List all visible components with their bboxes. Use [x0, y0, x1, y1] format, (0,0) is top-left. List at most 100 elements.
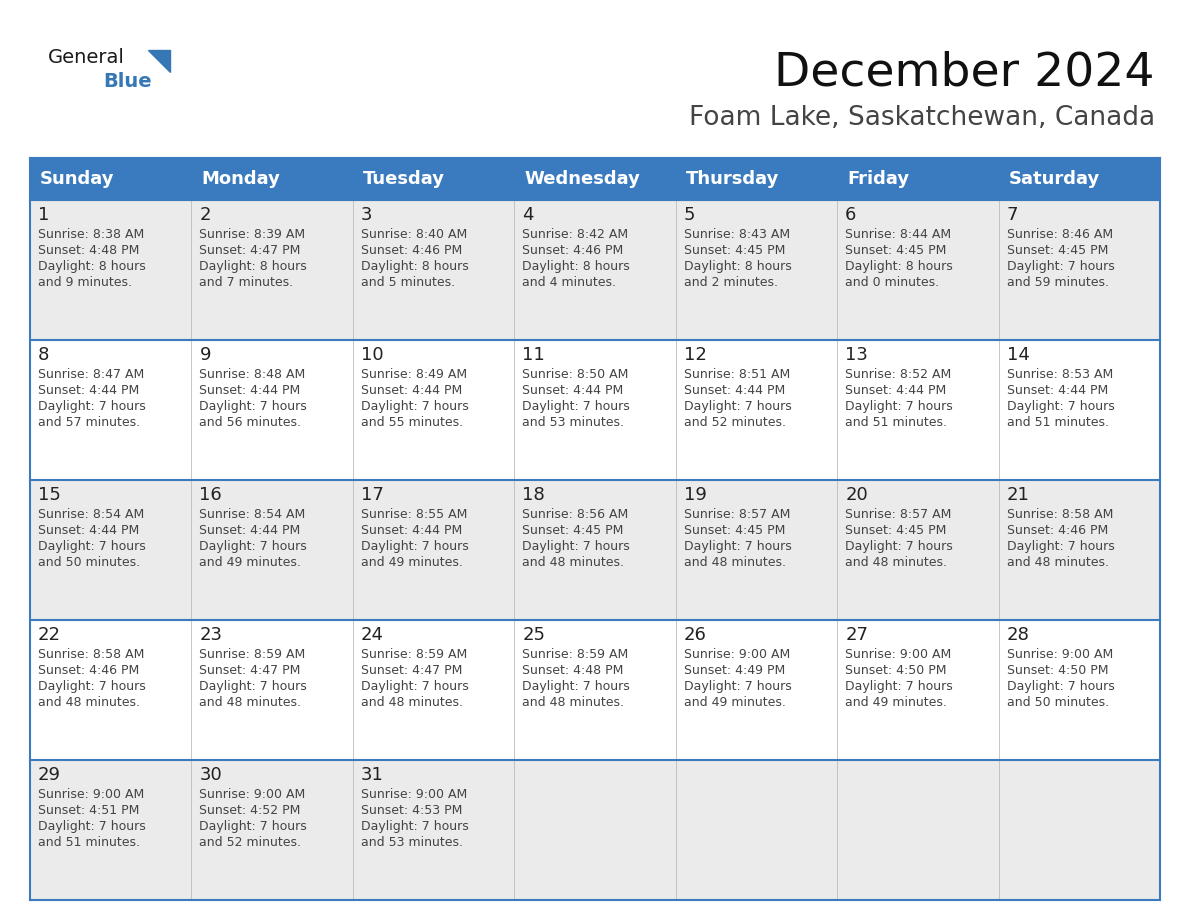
- Text: Daylight: 8 hours: Daylight: 8 hours: [845, 260, 953, 273]
- Text: 21: 21: [1006, 486, 1030, 504]
- Text: Sunset: 4:53 PM: Sunset: 4:53 PM: [361, 804, 462, 817]
- Text: and 49 minutes.: and 49 minutes.: [200, 556, 302, 569]
- Text: Sunset: 4:44 PM: Sunset: 4:44 PM: [684, 384, 785, 397]
- Text: Daylight: 7 hours: Daylight: 7 hours: [1006, 400, 1114, 413]
- Text: Sunset: 4:50 PM: Sunset: 4:50 PM: [845, 664, 947, 677]
- Text: Wednesday: Wednesday: [524, 170, 640, 188]
- Text: 15: 15: [38, 486, 61, 504]
- Text: and 55 minutes.: and 55 minutes.: [361, 416, 463, 429]
- Text: Sunset: 4:45 PM: Sunset: 4:45 PM: [1006, 244, 1108, 257]
- Text: Sunset: 4:45 PM: Sunset: 4:45 PM: [845, 524, 947, 537]
- Text: 17: 17: [361, 486, 384, 504]
- Text: Sunset: 4:45 PM: Sunset: 4:45 PM: [684, 524, 785, 537]
- Text: Sunset: 4:47 PM: Sunset: 4:47 PM: [361, 664, 462, 677]
- Text: Tuesday: Tuesday: [362, 170, 444, 188]
- Text: 9: 9: [200, 346, 211, 364]
- Bar: [30, 620, 1159, 760]
- Text: Sunrise: 8:42 AM: Sunrise: 8:42 AM: [523, 228, 628, 241]
- Text: Daylight: 7 hours: Daylight: 7 hours: [361, 680, 468, 693]
- Text: 26: 26: [684, 626, 707, 644]
- Text: 20: 20: [845, 486, 868, 504]
- Text: Sunset: 4:51 PM: Sunset: 4:51 PM: [38, 804, 139, 817]
- Text: Sunrise: 8:58 AM: Sunrise: 8:58 AM: [1006, 508, 1113, 521]
- Text: and 50 minutes.: and 50 minutes.: [38, 556, 140, 569]
- Text: Sunrise: 8:55 AM: Sunrise: 8:55 AM: [361, 508, 467, 521]
- Text: Daylight: 7 hours: Daylight: 7 hours: [361, 400, 468, 413]
- Text: Sunset: 4:44 PM: Sunset: 4:44 PM: [845, 384, 947, 397]
- Text: Sunset: 4:52 PM: Sunset: 4:52 PM: [200, 804, 301, 817]
- Text: Daylight: 7 hours: Daylight: 7 hours: [1006, 680, 1114, 693]
- Text: Sunrise: 8:53 AM: Sunrise: 8:53 AM: [1006, 368, 1113, 381]
- Text: Sunrise: 8:54 AM: Sunrise: 8:54 AM: [38, 508, 144, 521]
- Text: Daylight: 7 hours: Daylight: 7 hours: [684, 540, 791, 553]
- Text: Daylight: 7 hours: Daylight: 7 hours: [845, 540, 953, 553]
- Text: Blue: Blue: [103, 72, 152, 91]
- Text: Sunrise: 9:00 AM: Sunrise: 9:00 AM: [845, 648, 952, 661]
- Text: and 4 minutes.: and 4 minutes.: [523, 276, 617, 289]
- Text: Sunset: 4:46 PM: Sunset: 4:46 PM: [38, 664, 139, 677]
- Text: Daylight: 7 hours: Daylight: 7 hours: [361, 820, 468, 833]
- Text: Sunrise: 8:59 AM: Sunrise: 8:59 AM: [523, 648, 628, 661]
- Text: 18: 18: [523, 486, 545, 504]
- Text: Sunrise: 8:59 AM: Sunrise: 8:59 AM: [200, 648, 305, 661]
- Text: 30: 30: [200, 766, 222, 784]
- Text: Daylight: 8 hours: Daylight: 8 hours: [361, 260, 468, 273]
- Text: Friday: Friday: [847, 170, 909, 188]
- Text: Sunset: 4:45 PM: Sunset: 4:45 PM: [523, 524, 624, 537]
- Text: Sunset: 4:44 PM: Sunset: 4:44 PM: [38, 524, 139, 537]
- Text: Sunset: 4:45 PM: Sunset: 4:45 PM: [845, 244, 947, 257]
- Text: Sunset: 4:44 PM: Sunset: 4:44 PM: [1006, 384, 1108, 397]
- Text: 7: 7: [1006, 206, 1018, 224]
- Text: Daylight: 7 hours: Daylight: 7 hours: [200, 820, 308, 833]
- Text: Sunset: 4:44 PM: Sunset: 4:44 PM: [361, 524, 462, 537]
- Text: Daylight: 7 hours: Daylight: 7 hours: [200, 540, 308, 553]
- Text: 5: 5: [684, 206, 695, 224]
- Text: Sunrise: 8:38 AM: Sunrise: 8:38 AM: [38, 228, 144, 241]
- Text: and 49 minutes.: and 49 minutes.: [684, 696, 785, 709]
- Text: Sunrise: 8:50 AM: Sunrise: 8:50 AM: [523, 368, 628, 381]
- Text: Daylight: 7 hours: Daylight: 7 hours: [1006, 260, 1114, 273]
- Text: Daylight: 7 hours: Daylight: 7 hours: [38, 400, 146, 413]
- Text: Daylight: 7 hours: Daylight: 7 hours: [523, 680, 630, 693]
- Text: Sunset: 4:44 PM: Sunset: 4:44 PM: [200, 524, 301, 537]
- Text: 27: 27: [845, 626, 868, 644]
- Text: and 49 minutes.: and 49 minutes.: [361, 556, 463, 569]
- Text: and 59 minutes.: and 59 minutes.: [1006, 276, 1108, 289]
- Text: Sunset: 4:45 PM: Sunset: 4:45 PM: [684, 244, 785, 257]
- Text: and 52 minutes.: and 52 minutes.: [684, 416, 785, 429]
- Text: 6: 6: [845, 206, 857, 224]
- Polygon shape: [148, 50, 170, 72]
- Text: Daylight: 7 hours: Daylight: 7 hours: [200, 400, 308, 413]
- Text: Sunday: Sunday: [40, 170, 114, 188]
- Text: Daylight: 8 hours: Daylight: 8 hours: [684, 260, 791, 273]
- Text: Sunrise: 9:00 AM: Sunrise: 9:00 AM: [684, 648, 790, 661]
- Text: Sunrise: 8:44 AM: Sunrise: 8:44 AM: [845, 228, 952, 241]
- Text: Sunset: 4:44 PM: Sunset: 4:44 PM: [523, 384, 624, 397]
- Text: 4: 4: [523, 206, 533, 224]
- Text: and 48 minutes.: and 48 minutes.: [200, 696, 302, 709]
- Text: Sunset: 4:47 PM: Sunset: 4:47 PM: [200, 664, 301, 677]
- Text: Daylight: 8 hours: Daylight: 8 hours: [38, 260, 146, 273]
- Text: Sunset: 4:46 PM: Sunset: 4:46 PM: [523, 244, 624, 257]
- Text: Sunset: 4:46 PM: Sunset: 4:46 PM: [361, 244, 462, 257]
- Text: and 9 minutes.: and 9 minutes.: [38, 276, 132, 289]
- Text: Daylight: 7 hours: Daylight: 7 hours: [523, 400, 630, 413]
- Text: and 53 minutes.: and 53 minutes.: [361, 836, 463, 849]
- Text: and 51 minutes.: and 51 minutes.: [845, 416, 947, 429]
- Text: Sunset: 4:44 PM: Sunset: 4:44 PM: [200, 384, 301, 397]
- Text: and 49 minutes.: and 49 minutes.: [845, 696, 947, 709]
- Text: Sunrise: 8:40 AM: Sunrise: 8:40 AM: [361, 228, 467, 241]
- Text: Daylight: 8 hours: Daylight: 8 hours: [200, 260, 308, 273]
- Text: 23: 23: [200, 626, 222, 644]
- Text: and 53 minutes.: and 53 minutes.: [523, 416, 624, 429]
- Text: Sunrise: 8:48 AM: Sunrise: 8:48 AM: [200, 368, 305, 381]
- Text: 8: 8: [38, 346, 50, 364]
- Text: 1: 1: [38, 206, 50, 224]
- Text: 19: 19: [684, 486, 707, 504]
- Text: 12: 12: [684, 346, 707, 364]
- Text: Sunrise: 8:57 AM: Sunrise: 8:57 AM: [684, 508, 790, 521]
- Text: Sunrise: 8:43 AM: Sunrise: 8:43 AM: [684, 228, 790, 241]
- Text: Daylight: 7 hours: Daylight: 7 hours: [361, 540, 468, 553]
- Text: and 50 minutes.: and 50 minutes.: [1006, 696, 1108, 709]
- Text: Daylight: 7 hours: Daylight: 7 hours: [1006, 540, 1114, 553]
